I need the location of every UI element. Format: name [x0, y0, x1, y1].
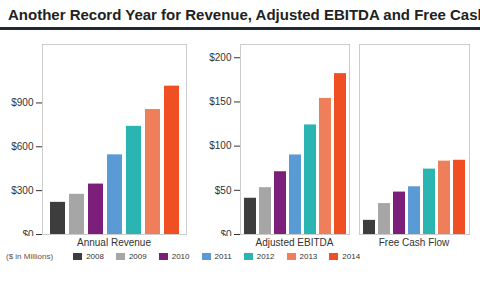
svg-text:$150: $150 — [209, 96, 232, 107]
html-text:($ in Millions): ($ in Millions) — [6, 252, 54, 261]
html-text:2012: 2012 — [256, 252, 275, 261]
html-text:2010: 2010 — [171, 252, 190, 261]
html-text:Annual Revenue: Annual Revenue — [77, 237, 151, 248]
html-text:2008: 2008 — [86, 252, 104, 261]
html-text:2009: 2009 — [128, 252, 147, 261]
svg-text:$50: $50 — [215, 185, 232, 196]
svg-text:$300: $300 — [11, 185, 34, 196]
svg-text:$100: $100 — [209, 140, 232, 151]
svg-text:$900: $900 — [11, 97, 34, 108]
svg-text:$600: $600 — [11, 141, 34, 152]
svg-text:$200: $200 — [209, 52, 232, 63]
svg-text:$0: $0 — [220, 229, 232, 236]
html-text:2014: 2014 — [342, 252, 361, 261]
html-text:2011: 2011 — [214, 252, 232, 261]
html-text:2013: 2013 — [299, 252, 318, 261]
html-text:Adjusted EBITDA: Adjusted EBITDA — [255, 237, 334, 248]
html-text:Free Cash Flow: Free Cash Flow — [378, 237, 450, 248]
svg-text:$0: $0 — [22, 229, 34, 236]
